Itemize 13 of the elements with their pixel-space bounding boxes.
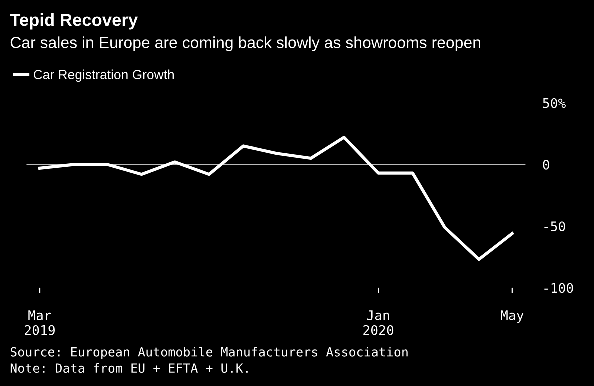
y-tick-label: 0	[543, 160, 550, 170]
text: Note: Data from EU + EFTA + U.K.	[10, 363, 248, 374]
x-tick-label: Mar 2019	[25, 310, 55, 336]
y-tick-label: 50%	[543, 98, 566, 108]
y-tick-label: -100	[544, 283, 574, 294]
y-tick-label: -50	[544, 222, 566, 232]
x-tick-label: May	[501, 310, 524, 324]
source-note: Source: European Automobile Manufacturers Association	[10, 347, 408, 360]
chart-subtitle: Car sales in Europe are coming back slowly as showrooms reopen	[10, 36, 480, 52]
chart-title: Tepid Recovery	[10, 14, 138, 30]
legend-label: Car Registration Growth	[34, 70, 174, 82]
line-series	[38, 136, 514, 262]
x-tick-label: Jan 2020	[364, 310, 394, 336]
